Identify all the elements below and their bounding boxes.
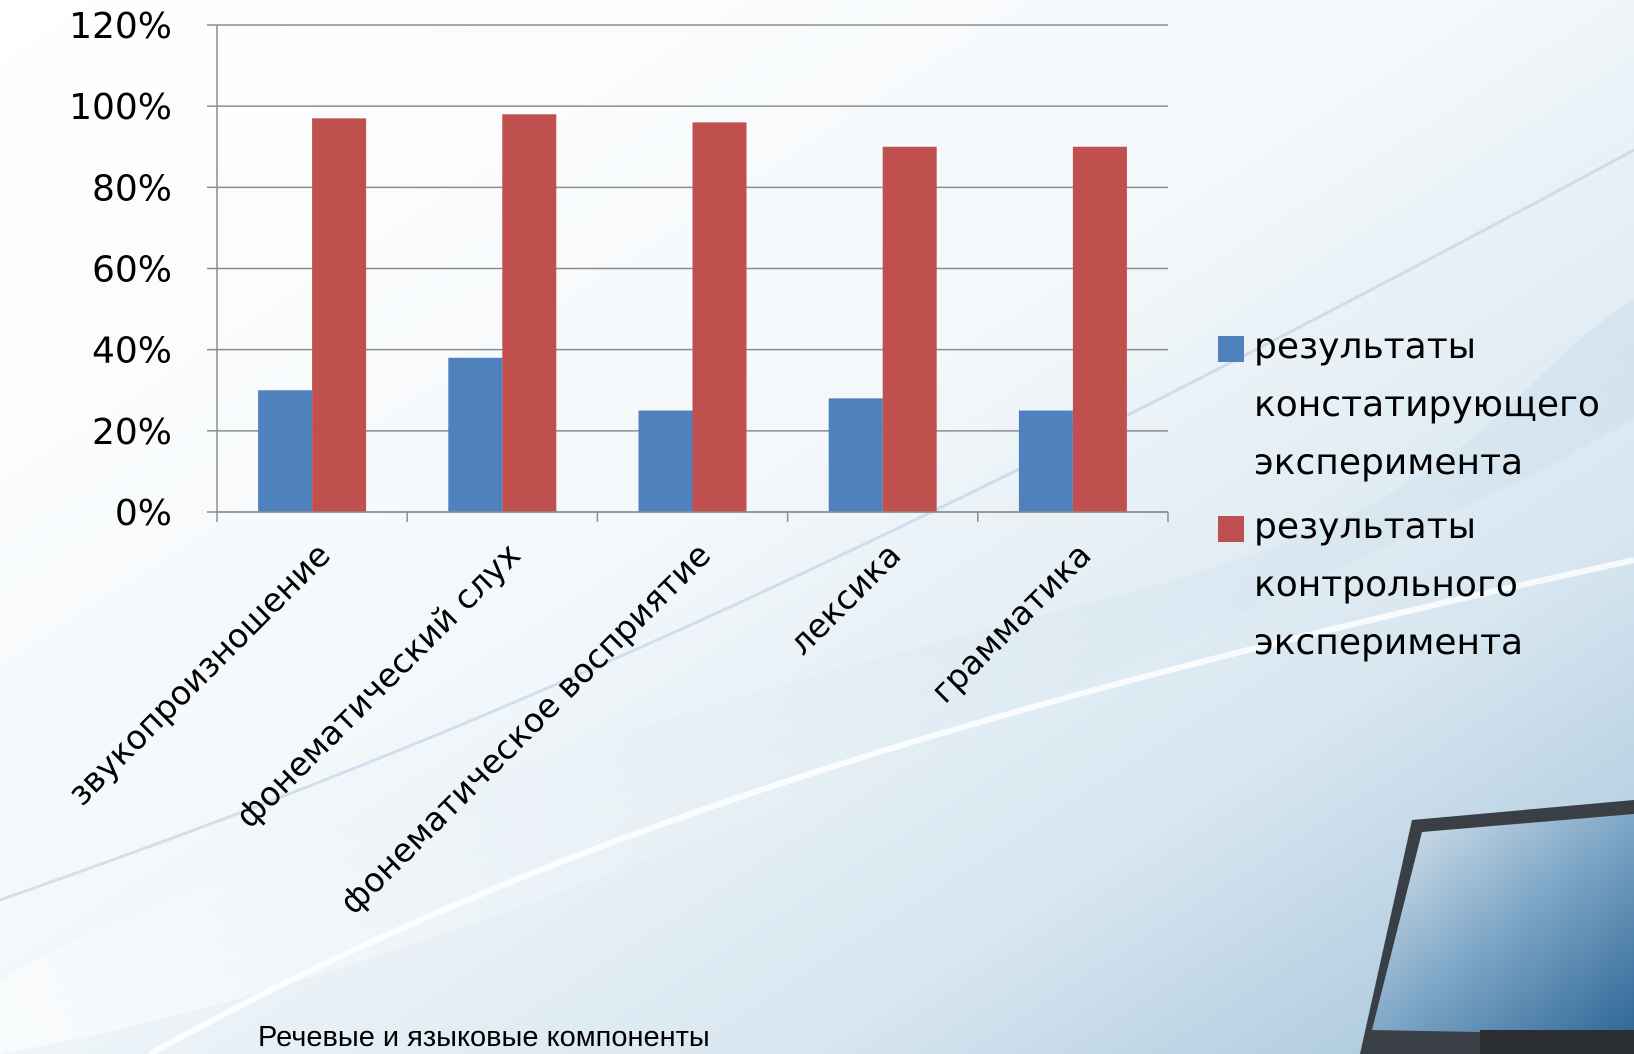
legend-swatch-series2 bbox=[1218, 516, 1244, 542]
monitor-illustration bbox=[1360, 800, 1634, 1054]
axes bbox=[216, 25, 1169, 522]
y-tick-label: 60% bbox=[92, 250, 172, 291]
y-tick-label: 0% bbox=[115, 493, 172, 534]
bar-series2 bbox=[1072, 146, 1127, 512]
legend-item-series1: результаты констатирующего эксперимента bbox=[1218, 318, 1628, 492]
legend-label-series2: результаты контрольного эксперимента bbox=[1254, 506, 1524, 663]
bar-series2 bbox=[882, 146, 937, 512]
x-tick-label: лексика bbox=[781, 535, 908, 662]
legend-swatch-series1 bbox=[1218, 336, 1244, 362]
legend-label-series1: результаты констатирующего эксперимента bbox=[1254, 326, 1600, 483]
x-axis-title: Речевые и языковые компоненты bbox=[258, 1021, 710, 1053]
y-tick-label: 40% bbox=[92, 331, 172, 372]
bar-series1 bbox=[448, 357, 503, 512]
bar-series1 bbox=[828, 398, 883, 512]
legend: результаты констатирующего эксперимента … bbox=[1218, 318, 1628, 678]
bar-series1 bbox=[258, 390, 313, 512]
bar-series2 bbox=[692, 122, 747, 513]
bar-series2 bbox=[312, 118, 367, 512]
bar-series1 bbox=[1018, 410, 1073, 512]
bar-series2 bbox=[502, 114, 557, 513]
x-tick-label: фонематическое восприятие bbox=[332, 535, 718, 921]
y-tick-labels: 0% 20% 40% 60% 80% 100% 120% bbox=[69, 6, 172, 534]
bars bbox=[258, 114, 1127, 513]
bar-series1 bbox=[638, 410, 693, 512]
y-tick-label: 120% bbox=[69, 6, 172, 47]
y-tick-label: 80% bbox=[92, 168, 172, 209]
x-tick-label: грамматика bbox=[923, 535, 1099, 711]
y-tick-label: 20% bbox=[92, 412, 172, 453]
y-tick-label: 100% bbox=[69, 87, 172, 128]
legend-item-series2: результаты контрольного эксперимента bbox=[1218, 498, 1628, 672]
